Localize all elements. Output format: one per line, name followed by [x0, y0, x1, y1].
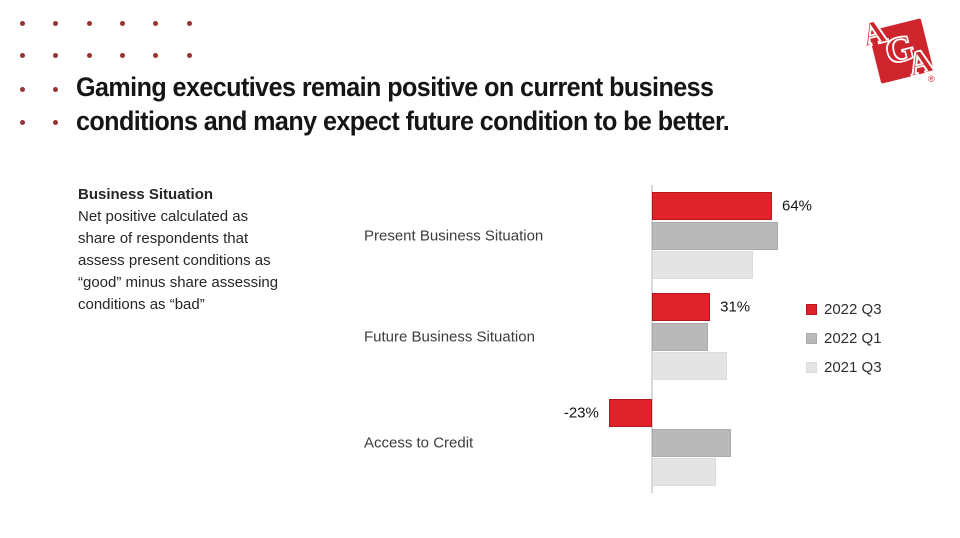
- bar-2021-q3-2: [652, 458, 716, 486]
- note-line: “good” minus share assessing: [78, 274, 279, 291]
- legend-label: 2022 Q3: [824, 300, 882, 318]
- decor-dot: [20, 120, 25, 125]
- note-text: Business Situation Net positive calculat…: [78, 184, 338, 316]
- legend-swatch: [806, 303, 817, 315]
- decor-dot: [86, 53, 92, 58]
- value-label-2: -23%: [563, 404, 599, 422]
- decor-dot: [86, 21, 92, 26]
- legend-item-2022-q1: 2022 Q1: [806, 329, 882, 347]
- legend-label: 2021 Q3: [824, 358, 882, 376]
- bar-2022-q3-0: [652, 192, 772, 220]
- legend-item-2021-q3: 2021 Q3: [806, 358, 882, 376]
- bar-2021-q3-0: [652, 251, 754, 279]
- value-label-1: 31%: [720, 298, 751, 316]
- decor-dot: [153, 21, 159, 26]
- registered-mark: ®: [928, 74, 935, 84]
- decor-dot: [53, 53, 59, 58]
- bar-2022-q1-2: [652, 428, 731, 457]
- aga-logo: A G A ®: [857, 10, 944, 94]
- decor-dot: [53, 120, 59, 125]
- decor-dot: [53, 87, 59, 92]
- category-label-0: Present Business Situation: [364, 227, 544, 244]
- decor-dot: [120, 21, 126, 26]
- note-line: share of respondents that: [78, 230, 249, 247]
- decor-dot: [153, 53, 159, 58]
- slide-title-line2: conditions and many expect future condit…: [76, 106, 730, 136]
- slide-title: Gaming executives remain positive on cur…: [76, 70, 730, 138]
- decor-dot: [120, 53, 126, 58]
- decor-dot: [186, 21, 192, 26]
- decor-dot: [20, 53, 25, 58]
- legend-swatch: [806, 361, 817, 373]
- decor-dot: [186, 53, 192, 58]
- decor-dot: [20, 87, 25, 92]
- decor-dot: [20, 21, 25, 26]
- category-label-1: Future Business Situation: [364, 328, 535, 345]
- note-line: conditions as “bad”: [78, 296, 205, 313]
- legend-label: 2022 Q1: [824, 329, 882, 347]
- bar-2022-q1-1: [652, 322, 709, 351]
- note-line: Net positive calculated as: [78, 208, 249, 225]
- legend-item-2022-q3: 2022 Q3: [806, 300, 882, 318]
- bar-2022-q3-1: [652, 293, 711, 321]
- note-line: assess present conditions as: [78, 252, 271, 269]
- bar-2021-q3-1: [652, 352, 727, 380]
- decor-dot: [53, 21, 59, 26]
- bar-2022-q3-2: [608, 399, 652, 427]
- note-heading: Business Situation: [78, 186, 214, 203]
- value-label-0: 64%: [782, 197, 813, 215]
- slide-title-line1: Gaming executives remain positive on cur…: [76, 72, 714, 102]
- bar-2022-q1-0: [652, 221, 778, 250]
- category-label-2: Access to Credit: [364, 434, 474, 451]
- legend-swatch: [806, 332, 817, 344]
